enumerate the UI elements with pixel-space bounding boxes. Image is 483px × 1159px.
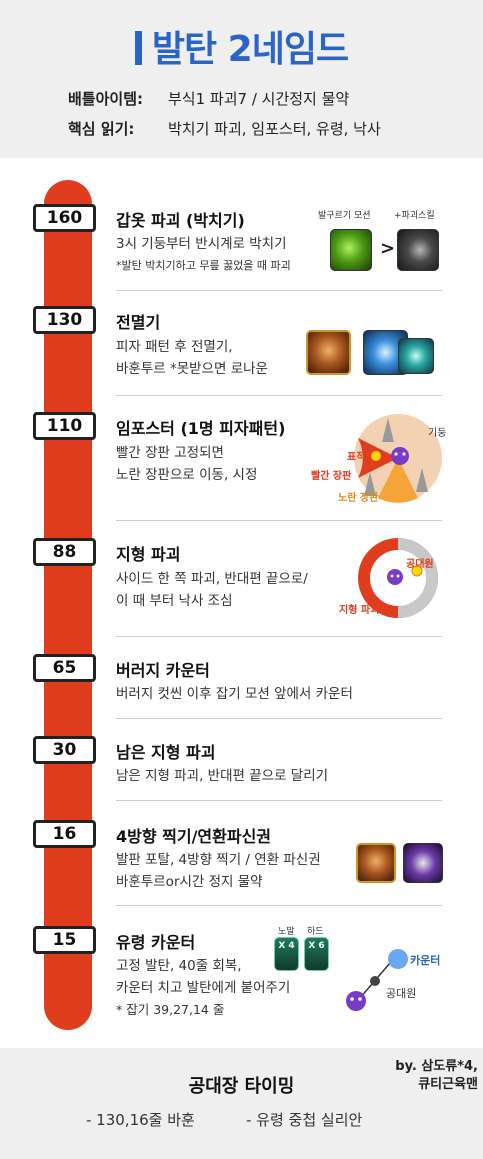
counter-target-dot	[388, 949, 408, 969]
divider	[116, 395, 442, 396]
entry-desc-line: 피자 패턴 후 전멸기,	[116, 339, 233, 355]
devil-eye	[396, 574, 400, 578]
divider	[116, 800, 442, 801]
hp-badge-130: 130	[33, 306, 96, 334]
destroy-skill-icon	[397, 229, 439, 271]
valtan-devil-icon	[346, 991, 366, 1011]
entry-title-remaining-terrain: 남은 지형 파괴	[116, 743, 216, 762]
time-stop-potion-icon	[403, 843, 443, 883]
valtan-devil-icon	[387, 569, 403, 585]
entry-desc-line: 발판 포탈, 4방향 찍기 / 연환 파신권	[116, 852, 321, 868]
pillar-shape	[382, 418, 394, 442]
pillar-shape	[416, 468, 428, 492]
battle-items-key: 배틀아이템:	[68, 90, 143, 108]
devil-eye	[394, 452, 398, 456]
entry-desc-line: 바훈투르 *못받으면 로나운	[116, 361, 268, 377]
hp-badge-30: 30	[33, 736, 96, 764]
header-panel	[0, 0, 483, 158]
impostor-diagram	[354, 414, 442, 503]
label-red-zone: 빨간 장판	[311, 471, 352, 482]
entry-desc-line: 카운터 치고 발탄에게 붙어주기	[116, 980, 291, 996]
entry-title-impostor: 임포스터 (1명 피자패턴)	[116, 419, 286, 438]
label-party-member: 공대원	[386, 987, 417, 1000]
target-marker-icon	[371, 451, 381, 461]
devil-eye	[390, 574, 394, 578]
icon-label-normal: 노말	[278, 927, 295, 937]
entry-title-wipe: 전멸기	[116, 313, 161, 332]
hp-badge-15: 15	[33, 926, 96, 954]
raid-leader-timing-item: - 유령 중첩 실리안	[246, 1111, 363, 1129]
entry-desc-line: 이 때 부터 낙사 조심	[116, 593, 233, 609]
divider	[116, 520, 442, 521]
footer-panel	[0, 1048, 483, 1159]
hp-badge-16: 16	[33, 820, 96, 848]
icon-label-hard: 하드	[307, 927, 324, 937]
ghost-counter-diagram	[346, 949, 408, 1011]
entry-desc-line: 버러지 컷씬 이후 잡기 모션 앞에서 카운터	[116, 686, 353, 702]
entry-title-worm-counter: 버러지 카운터	[116, 661, 210, 680]
terrain-diagram	[358, 538, 438, 618]
party-member-dot	[370, 976, 380, 986]
credit: by. 삼도류*4, 큐티근육맨	[368, 1058, 478, 1094]
entry-title-armor-break: 갑옷 파괴 (박치기)	[116, 211, 245, 230]
page-title: 발탄 2네임드	[0, 20, 483, 72]
raid-leader-timing-item: - 130,16줄 바훈	[86, 1111, 195, 1129]
battle-items-row: 배틀아이템: 부식1 파괴7 / 시간정지 물약	[68, 88, 349, 109]
label-party-member: 공대원	[406, 559, 434, 570]
icon-label-stomp: 발구르기 모션	[318, 211, 371, 221]
label-terrain-break: 지형 파괴	[339, 605, 380, 616]
label-counter: 카운터	[410, 954, 441, 967]
divider	[116, 905, 442, 906]
entry-desc-line: 노란 장판으로 이동, 시정	[116, 467, 258, 483]
arrow-line	[377, 962, 391, 978]
entry-desc-line: 바훈투르or시간 정지 물약	[116, 874, 263, 890]
label-pillar: 기둥	[428, 428, 447, 439]
entry-desc-line: 고정 발탄, 40줄 회복,	[116, 958, 242, 974]
raid-leader-timing-title: 공대장 타이밍	[188, 1076, 295, 1097]
entry-desc-note: * 잡기 39,27,14 줄	[116, 1002, 225, 1017]
key-mechanics-key: 핵심 읽기:	[68, 120, 135, 138]
credit-line: 큐티근육맨	[418, 1077, 478, 1092]
battle-items-value: 부식1 파괴7 / 시간정지 물약	[168, 90, 350, 108]
entry-desc-line: 남은 지형 파괴, 반대편 끝으로 달리기	[116, 768, 329, 784]
key-mechanics-value: 박치기 파괴, 임포스터, 유령, 낙사	[168, 120, 381, 138]
title-bar-decoration	[134, 31, 142, 65]
page-title-text: 발탄 2네임드	[151, 29, 349, 70]
hp-badge-65: 65	[33, 654, 96, 682]
bahuntur-icon	[356, 843, 396, 883]
hp-badge-110: 110	[33, 412, 96, 440]
pillar-shape	[364, 472, 376, 496]
devil-eye	[358, 997, 362, 1001]
entry-desc-line: 사이드 한 쪽 파괴, 반대편 끝으로/	[116, 571, 308, 587]
entry-title-four-way-slam: 4방향 찍기/연환파신권	[116, 827, 272, 846]
label-target: 표적	[347, 452, 366, 463]
devil-eye	[402, 452, 406, 456]
key-mechanics-row: 핵심 읽기: 박치기 파괴, 임포스터, 유령, 낙사	[68, 118, 381, 139]
credit-line: by. 삼도류*4,	[395, 1059, 478, 1074]
entry-desc-line: 빨간 장판 고정되면	[116, 445, 224, 461]
arrow-greater-than: >	[380, 238, 396, 259]
hp-badge-160: 160	[33, 204, 96, 232]
valtan-devil-icon	[391, 447, 409, 465]
divider	[116, 290, 442, 291]
entry-title-terrain-break: 지형 파괴	[116, 545, 181, 564]
divider	[116, 636, 442, 637]
entry-desc-note: *발탄 박치기하고 무릎 꿇었을 때 파괴	[116, 259, 291, 272]
stomp-motion-icon	[330, 229, 372, 271]
divider	[116, 718, 442, 719]
ghost-hard-icon: X 6	[304, 937, 329, 971]
hp-badge-88: 88	[33, 538, 96, 566]
label-yellow-zone: 노란 장판	[338, 493, 379, 504]
devil-eye	[350, 997, 354, 1001]
entry-title-ghost-counter: 유령 카운터	[116, 933, 196, 952]
yellow-zone	[378, 458, 418, 503]
ronaun-sub-icon	[398, 338, 434, 374]
ghost-normal-icon: X 4	[274, 937, 299, 971]
party-member-marker	[411, 565, 423, 577]
entry-desc-line: 3시 기둥부터 반시계로 박치기	[116, 236, 287, 252]
bahuntur-icon	[306, 330, 351, 375]
icon-label-destroy-skill: +파괴스킬	[394, 211, 435, 221]
